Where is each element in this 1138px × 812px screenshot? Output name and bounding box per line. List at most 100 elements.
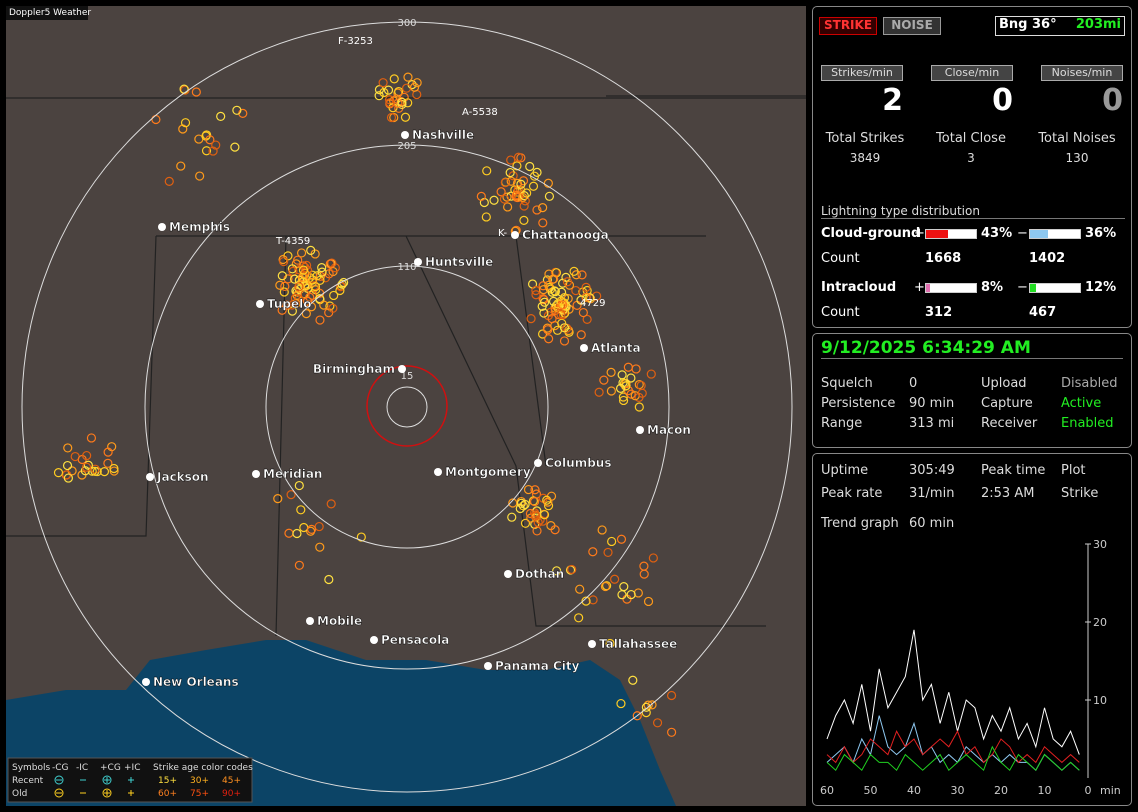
strike-button[interactable]: STRIKE — [819, 17, 877, 35]
legend-symbol — [54, 788, 64, 798]
city-label: Pensacola — [381, 633, 449, 647]
strike — [542, 495, 552, 505]
legend-symbol — [102, 775, 112, 785]
settings-cell: Squelch — [821, 376, 873, 391]
strike — [550, 525, 560, 535]
settings-cell: Disabled — [1061, 376, 1118, 391]
strike — [294, 282, 304, 292]
strike — [523, 484, 534, 495]
stats-cell: Uptime — [821, 463, 869, 478]
strike — [506, 155, 516, 165]
strike — [559, 323, 570, 333]
strike — [641, 702, 651, 712]
strike — [506, 176, 516, 186]
strike — [549, 286, 560, 296]
x-unit: min — [1100, 784, 1121, 797]
title-box — [6, 6, 88, 20]
total-value: 3 — [967, 151, 975, 165]
strike — [329, 290, 339, 301]
city-dot — [370, 636, 378, 644]
bar-box — [925, 229, 977, 239]
stats-cell: Plot — [1061, 463, 1086, 478]
strike — [230, 142, 240, 152]
strike — [298, 265, 309, 275]
strike — [512, 161, 522, 171]
ring-label: 300 — [397, 18, 416, 29]
strike — [634, 402, 644, 412]
strike — [306, 245, 316, 255]
strike — [489, 195, 499, 205]
strike — [317, 263, 327, 273]
strike — [618, 395, 629, 406]
strike — [374, 91, 384, 101]
city-dot — [434, 468, 442, 476]
stats-cell: Strike — [1061, 486, 1099, 501]
strike — [519, 191, 529, 201]
strike — [82, 450, 92, 461]
storm-label: K- — [498, 228, 508, 239]
strike — [53, 468, 64, 478]
type-label: Cloud-ground — [821, 226, 921, 241]
rate-label[interactable]: Strikes/min — [821, 65, 903, 81]
strike — [317, 267, 327, 277]
city-label: Meridian — [263, 467, 322, 481]
trend-line — [826, 715, 1080, 771]
strike — [520, 518, 531, 528]
count: 467 — [1029, 305, 1057, 320]
strike — [525, 508, 536, 519]
strike — [385, 98, 395, 108]
strike — [176, 161, 186, 171]
city-label: Columbus — [545, 456, 612, 470]
trend-label: Trend graph — [821, 516, 899, 531]
strike — [279, 287, 289, 297]
city-label: Tupelo — [267, 297, 312, 311]
strike — [518, 192, 528, 203]
range-ring — [386, 386, 428, 428]
bearing: Bng 36° — [999, 17, 1057, 32]
strike — [315, 293, 325, 304]
strike — [531, 290, 541, 300]
strike — [667, 727, 677, 737]
percent: 36% — [1085, 226, 1117, 241]
x-tick-label: 50 — [864, 784, 878, 797]
bar — [1030, 230, 1048, 238]
city-dot — [256, 300, 264, 308]
strike — [569, 266, 579, 276]
strike — [90, 464, 100, 474]
strike — [103, 458, 113, 468]
sign: + — [914, 280, 925, 295]
city-dot — [636, 426, 644, 434]
strike — [602, 581, 612, 591]
strike — [277, 271, 287, 281]
city-label: Mobile — [317, 614, 362, 628]
strike — [558, 300, 568, 310]
strike — [556, 287, 567, 297]
strike — [403, 72, 413, 82]
strike — [543, 501, 554, 511]
rate-label[interactable]: Noises/min — [1041, 65, 1123, 81]
strike — [195, 171, 205, 181]
legend-col: -CG — [52, 763, 69, 773]
bar-box — [1029, 283, 1081, 293]
close-ring — [366, 365, 448, 447]
strike — [296, 248, 307, 258]
strike — [632, 711, 642, 721]
range-ring — [265, 265, 549, 549]
strike — [610, 574, 620, 584]
strike — [397, 97, 407, 107]
strike — [81, 462, 92, 472]
state-lines — [6, 95, 806, 637]
strike — [293, 255, 303, 265]
trend-line — [826, 730, 1080, 764]
strike — [275, 280, 285, 290]
strike — [530, 511, 541, 521]
ring-label: 110 — [397, 262, 416, 273]
strike — [301, 309, 311, 319]
settings-cell: Capture — [981, 396, 1033, 411]
noise-button[interactable]: NOISE — [883, 17, 941, 35]
rate-label[interactable]: Close/min — [931, 65, 1013, 81]
legend-label: Symbols — [12, 763, 51, 773]
y-tick-label: 10 — [1093, 694, 1107, 707]
storm-label: F-3253 — [338, 36, 373, 47]
rate-value: 0 — [1102, 83, 1123, 118]
